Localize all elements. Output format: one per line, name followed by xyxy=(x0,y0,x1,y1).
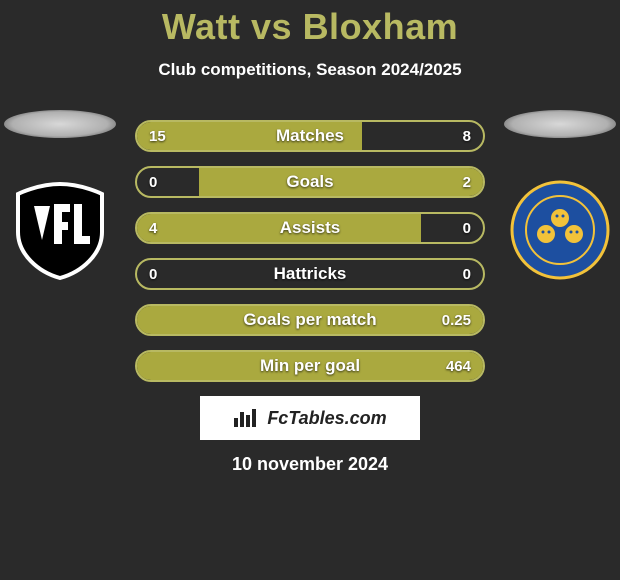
stat-bar-label: Hattricks xyxy=(137,260,483,288)
comparison-infographic: Watt vs Bloxham Club competitions, Seaso… xyxy=(0,0,620,580)
stat-bar-value-right: 0 xyxy=(451,260,483,288)
stat-bar: Matches15 8 xyxy=(135,120,485,152)
stat-bar-value-left: 0 xyxy=(137,168,169,196)
club-crest-right-icon xyxy=(510,180,610,280)
stat-bar-value-right: 0.25 xyxy=(430,306,483,334)
stat-bar: Goals0 2 xyxy=(135,166,485,198)
stat-bar-value-left: 0 xyxy=(137,260,169,288)
site-attribution-text: FcTables.com xyxy=(267,408,386,429)
stat-bar-value-right: 8 xyxy=(451,122,483,150)
page-subtitle: Club competitions, Season 2024/2025 xyxy=(0,60,620,80)
shadow-ellipse-icon xyxy=(4,110,116,138)
stat-bar-value-left xyxy=(137,306,161,334)
stat-bar: Min per goal464 xyxy=(135,350,485,382)
stat-bar-label: Matches xyxy=(137,122,483,150)
bars-spark-icon xyxy=(233,408,261,428)
stat-bar-value-right: 0 xyxy=(451,214,483,242)
stat-bar-label: Goals xyxy=(137,168,483,196)
stat-bar: Goals per match0.25 xyxy=(135,304,485,336)
stat-bar-value-right: 2 xyxy=(451,168,483,196)
stat-bar-label: Assists xyxy=(137,214,483,242)
stat-bar-value-left: 4 xyxy=(137,214,169,242)
stat-bar: Hattricks0 0 xyxy=(135,258,485,290)
stat-bar: Assists4 0 xyxy=(135,212,485,244)
stat-bar-value-right: 464 xyxy=(434,352,483,380)
shadow-ellipse-icon xyxy=(504,110,616,138)
infographic-date: 10 november 2024 xyxy=(0,454,620,475)
page-title: Watt vs Bloxham xyxy=(0,0,620,48)
site-attribution: FcTables.com xyxy=(200,396,420,440)
stat-bar-value-left xyxy=(137,352,161,380)
right-club-slot xyxy=(500,110,620,285)
club-crest-left-icon xyxy=(10,180,110,280)
stat-bar-label: Min per goal xyxy=(137,352,483,380)
stat-bar-value-left: 15 xyxy=(137,122,178,150)
comparison-bars: Matches158Goals02Assists40Hattricks00Goa… xyxy=(135,120,485,396)
left-club-slot xyxy=(0,110,120,285)
